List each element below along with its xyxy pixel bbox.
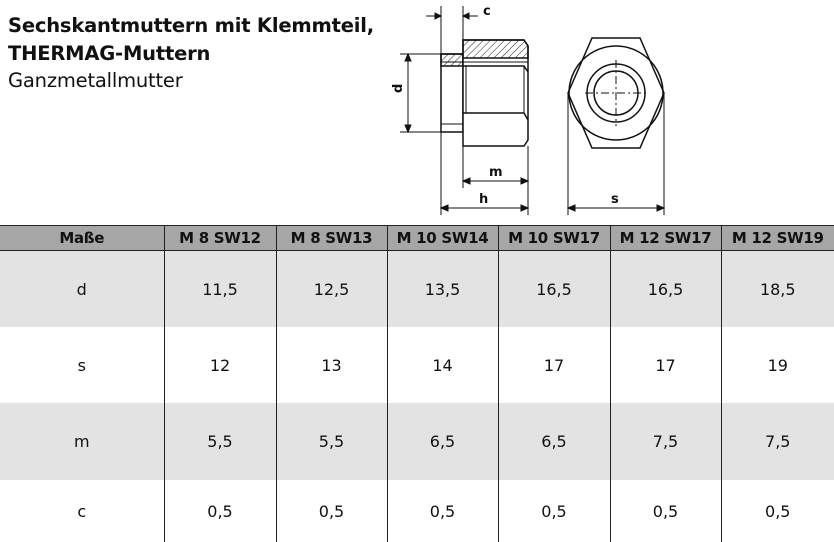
row-label: d xyxy=(0,250,164,327)
table-cell: 6,5 xyxy=(497,403,610,480)
page-subtitle: Ganzmetallmutter xyxy=(8,69,183,92)
table-header-cell: M 12 SW19 xyxy=(720,225,834,251)
row-label: c xyxy=(77,501,87,521)
table-cell: 16,5 xyxy=(497,250,610,327)
table-cell: 0,5 xyxy=(386,480,498,542)
table-header-cell: Maße xyxy=(0,225,164,251)
table-cell: 0,5 xyxy=(163,480,276,542)
table-cell: 5,5 xyxy=(163,403,276,480)
table-row: m 5,5 5,5 6,5 6,5 7,5 7,5 xyxy=(0,403,834,480)
dimensions-table: Maße M 8 SW12 M 8 SW13 M 10 SW14 M 10 SW… xyxy=(0,225,834,542)
table-row: d 11,5 12,5 13,5 16,5 16,5 18,5 xyxy=(0,250,834,327)
side-view-dimensions xyxy=(400,6,530,215)
table-cell: 7,5 xyxy=(720,403,834,480)
table-cell: 12 xyxy=(163,327,276,403)
table-header-row: Maße M 8 SW12 M 8 SW13 M 10 SW14 M 10 SW… xyxy=(0,225,834,251)
nut-side-view xyxy=(440,39,529,147)
table-cell: 11,5 xyxy=(163,250,276,327)
table-cell: 5,5 xyxy=(275,403,387,480)
nut-technical-drawing: c d m h s xyxy=(391,4,666,215)
table-cell: 17 xyxy=(609,327,721,403)
dim-label-h: h xyxy=(479,192,488,207)
table-header-cell: M 8 SW12 xyxy=(163,225,276,251)
table-cell: 0,5 xyxy=(720,480,834,542)
row-label: m xyxy=(0,403,164,480)
nut-front-view xyxy=(567,37,665,149)
table-cell: 13 xyxy=(275,327,387,403)
table-cell: 7,5 xyxy=(609,403,721,480)
table-cell: 19 xyxy=(720,327,834,403)
table-header-cell: M 8 SW13 xyxy=(275,225,387,251)
table-header-cell: M 12 SW17 xyxy=(609,225,721,251)
table-header-cell: M 10 SW17 xyxy=(497,225,610,251)
page-title-line-1: Sechskantmuttern mit Klemmteil, xyxy=(8,14,374,37)
title-block: Sechskantmuttern mit Klemmteil, THERMAG-… xyxy=(8,12,374,94)
table-cell: 17 xyxy=(497,327,610,403)
dim-label-d: d xyxy=(391,84,406,93)
table-header-cell: M 10 SW14 xyxy=(386,225,498,251)
table-cell: 18,5 xyxy=(720,250,834,327)
table-cell: 0,5 xyxy=(609,480,721,542)
table-cell: 16,5 xyxy=(609,250,721,327)
table-cell: 0,5 xyxy=(275,480,387,542)
table-row: s 12 13 14 17 17 19 xyxy=(0,327,834,403)
table-cell: 6,5 xyxy=(386,403,498,480)
table-cell: 14 xyxy=(386,327,498,403)
dim-label-s: s xyxy=(611,192,619,207)
table-row: c 0,5 0,5 0,5 0,5 0,5 0,5 xyxy=(0,480,834,542)
table-cell: 13,5 xyxy=(386,250,498,327)
table-cell: 0,5 xyxy=(497,480,610,542)
front-view-dimensions xyxy=(566,93,666,215)
dim-label-m: m xyxy=(489,165,503,180)
dim-label-c: c xyxy=(483,4,491,19)
row-label: s xyxy=(77,355,86,375)
page-title-line-2: THERMAG-Muttern xyxy=(8,42,211,65)
table-cell: 12,5 xyxy=(275,250,387,327)
